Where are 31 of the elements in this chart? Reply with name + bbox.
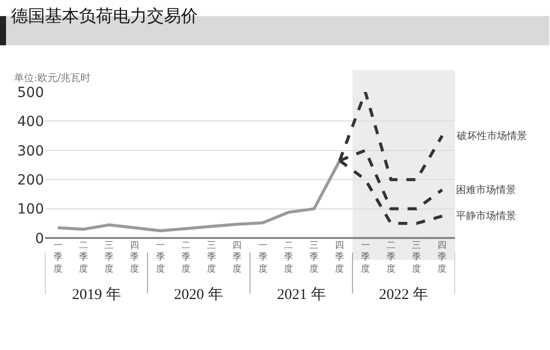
series-label: 破坏性市场情景: [456, 130, 527, 142]
x-tick-label: 二季度: [386, 241, 396, 274]
x-tick-label: 一季度: [258, 241, 268, 274]
y-axis-title: 单位:欧元/兆瓦时: [14, 72, 91, 84]
text: 2019 年: [72, 286, 121, 303]
x-tick-label: 四季度: [335, 241, 344, 274]
x-tick-label: 三季度: [412, 241, 422, 274]
x-tick-label: 三季度: [104, 241, 114, 274]
x-tick-label: 一季度: [156, 241, 165, 274]
y-tick-label: 300: [17, 143, 44, 160]
x-tick-label: 三季度: [310, 241, 319, 274]
y-tick-label: 400: [17, 114, 44, 130]
series-label: 平静市场情景: [456, 210, 516, 222]
text: 2020 年: [174, 286, 223, 303]
x-tick-label: 一季度: [53, 241, 62, 274]
series-label: 困难市场情景: [456, 184, 516, 196]
x-tick-label: 二季度: [284, 241, 293, 274]
y-tick-label: 0: [35, 230, 44, 247]
x-tick-label: 二季度: [78, 241, 88, 274]
x-tick-label: 一季度: [360, 241, 370, 274]
x-tick-label: 二季度: [181, 241, 190, 274]
text: 2021 年: [277, 286, 326, 303]
x-tick-label: 四季度: [232, 241, 242, 274]
y-tick-label: 500: [17, 84, 44, 101]
x-tick-label: 四季度: [438, 241, 447, 274]
y-tick-label: 100: [17, 202, 44, 218]
x-tick-label: 四季度: [130, 241, 140, 274]
y-tick-label: 200: [17, 172, 44, 188]
x-tick-label: 三季度: [207, 241, 216, 274]
text: 2022 年: [379, 286, 428, 303]
chart-title: 德国基本负荷电力交易价: [11, 6, 198, 27]
